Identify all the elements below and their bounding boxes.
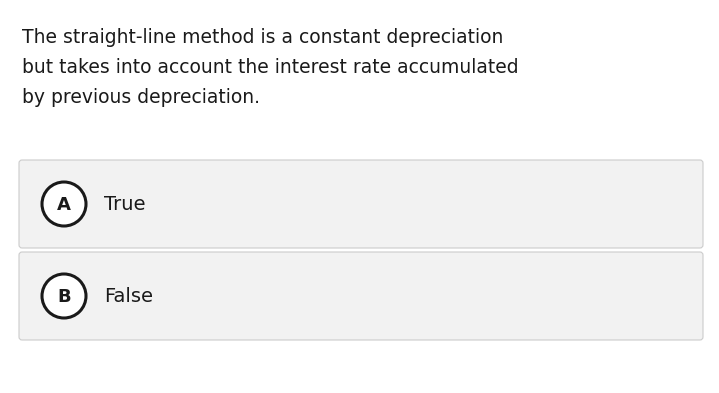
Text: by previous depreciation.: by previous depreciation. bbox=[22, 88, 260, 107]
Text: A: A bbox=[57, 196, 71, 214]
Circle shape bbox=[42, 274, 86, 318]
FancyBboxPatch shape bbox=[19, 252, 703, 340]
FancyBboxPatch shape bbox=[19, 160, 703, 248]
Text: but takes into account the interest rate accumulated: but takes into account the interest rate… bbox=[22, 58, 518, 77]
Text: True: True bbox=[104, 195, 145, 215]
Text: False: False bbox=[104, 288, 153, 307]
Text: B: B bbox=[58, 288, 70, 306]
Text: The straight-line method is a constant depreciation: The straight-line method is a constant d… bbox=[22, 28, 503, 47]
Circle shape bbox=[42, 182, 86, 226]
